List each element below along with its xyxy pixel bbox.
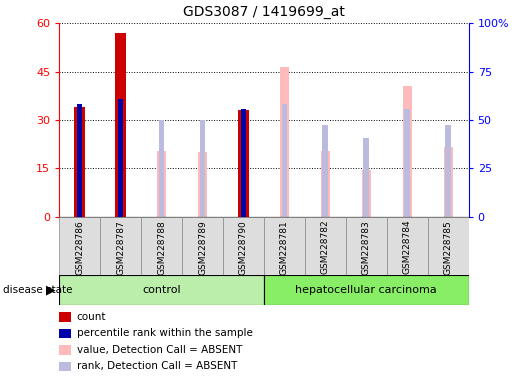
Text: control: control	[142, 285, 181, 295]
Bar	[280, 67, 289, 217]
Text: GSM228786: GSM228786	[75, 220, 84, 275]
Bar	[115, 33, 126, 217]
Text: GSM228782: GSM228782	[321, 220, 330, 275]
Bar	[223, 217, 264, 275]
Text: GSM228785: GSM228785	[444, 220, 453, 275]
Text: percentile rank within the sample: percentile rank within the sample	[77, 328, 253, 338]
Bar	[321, 151, 330, 217]
Bar	[200, 120, 205, 217]
Text: rank, Detection Call = ABSENT: rank, Detection Call = ABSENT	[77, 361, 237, 371]
Bar	[362, 170, 371, 217]
Bar	[264, 275, 469, 305]
Bar	[444, 147, 453, 217]
Bar	[305, 217, 346, 275]
Bar	[198, 152, 207, 217]
Bar	[159, 120, 164, 217]
Bar	[118, 99, 123, 217]
Title: GDS3087 / 1419699_at: GDS3087 / 1419699_at	[183, 5, 345, 19]
Text: GSM228789: GSM228789	[198, 220, 207, 275]
Text: GSM228787: GSM228787	[116, 220, 125, 275]
Bar	[346, 217, 387, 275]
Bar	[59, 217, 100, 275]
Text: GSM228781: GSM228781	[280, 220, 289, 275]
Bar	[141, 217, 182, 275]
Text: GSM228784: GSM228784	[403, 220, 411, 275]
Bar	[74, 107, 85, 217]
Bar	[100, 217, 141, 275]
Bar	[445, 125, 451, 217]
Bar	[157, 151, 166, 217]
Bar	[322, 125, 328, 217]
Text: disease state: disease state	[3, 285, 72, 295]
Bar	[403, 86, 411, 217]
Bar	[282, 104, 287, 217]
Text: value, Detection Call = ABSENT: value, Detection Call = ABSENT	[77, 345, 242, 355]
Bar	[387, 217, 427, 275]
Text: ▶: ▶	[46, 283, 55, 296]
Bar	[404, 109, 410, 217]
Bar	[238, 110, 249, 217]
Bar	[264, 217, 305, 275]
Bar	[59, 275, 264, 305]
Bar	[427, 217, 469, 275]
Text: count: count	[77, 312, 106, 322]
Text: GSM228788: GSM228788	[157, 220, 166, 275]
Text: GSM228790: GSM228790	[239, 220, 248, 275]
Bar	[182, 217, 223, 275]
Text: hepatocellular carcinoma: hepatocellular carcinoma	[296, 285, 437, 295]
Bar	[241, 109, 246, 217]
Bar	[364, 138, 369, 217]
Bar	[77, 104, 82, 217]
Text: GSM228783: GSM228783	[362, 220, 371, 275]
